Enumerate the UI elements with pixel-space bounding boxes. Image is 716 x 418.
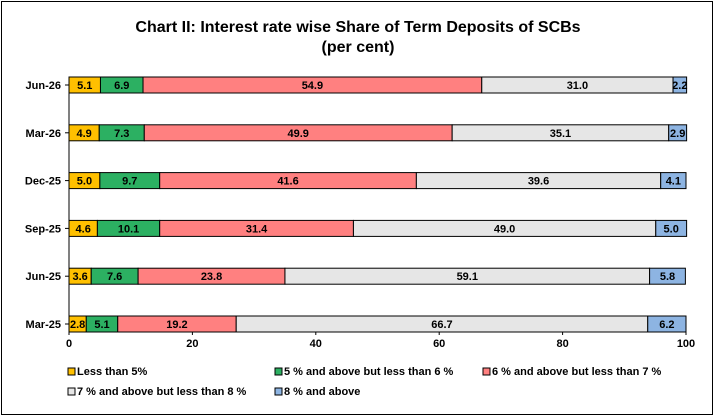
bar-segment: [668, 124, 688, 142]
x-tick-label: 20: [186, 338, 198, 350]
legend-label: Less than 5%: [77, 366, 148, 378]
data-label: 2.8: [70, 319, 85, 331]
data-label: 49.9: [288, 128, 309, 140]
data-label: 59.1: [457, 271, 478, 283]
data-label: 41.6: [277, 176, 298, 188]
data-label: 19.2: [166, 319, 187, 331]
legend-label: 8 % and above: [284, 386, 360, 398]
legend-swatch: [482, 367, 491, 376]
data-label: 5.0: [664, 223, 679, 235]
data-label: 2.2: [672, 80, 687, 92]
x-tick-label: 80: [556, 338, 568, 350]
y-category-label: Mar-26: [26, 128, 61, 140]
x-tick-label: 0: [66, 338, 72, 350]
chart-title-text: Chart II: Interest rate wise Share of Te…: [135, 19, 581, 36]
bar-segment: [647, 315, 687, 333]
data-label: 2.9: [670, 128, 685, 140]
x-tick-label: 100: [677, 338, 695, 350]
data-label: 4.1: [666, 176, 681, 188]
y-category-label: Sep-25: [25, 223, 61, 235]
legend-swatch: [67, 387, 76, 396]
legend-swatch: [274, 367, 283, 376]
bar-segment: [672, 76, 688, 94]
data-label: 31.0: [567, 80, 588, 92]
data-label: 6.2: [659, 319, 674, 331]
data-label: 4.6: [76, 223, 91, 235]
data-label: 39.6: [528, 176, 549, 188]
data-label: 49.0: [494, 223, 515, 235]
x-tick-label: 40: [310, 338, 322, 350]
data-label: 7.3: [114, 128, 129, 140]
y-category-label: Jun-25: [26, 271, 61, 283]
data-label: 5.1: [77, 80, 92, 92]
data-label: 9.7: [122, 176, 137, 188]
legend-label: 5 % and above but less than 6 %: [284, 366, 454, 378]
data-label: 54.9: [302, 80, 323, 92]
bar-segment: [655, 219, 688, 237]
data-label: 6.9: [114, 80, 129, 92]
x-tick-label: 60: [433, 338, 445, 350]
chart-title: Chart II: Interest rate wise Share of Te…: [2, 18, 714, 58]
data-label: 5.1: [94, 319, 109, 331]
data-label: 66.7: [431, 319, 452, 331]
data-label: 4.9: [76, 128, 91, 140]
data-label: 31.4: [246, 223, 268, 235]
data-label: 35.1: [550, 128, 571, 140]
legend-swatch: [67, 367, 76, 376]
data-label: 5.8: [660, 271, 675, 283]
data-label: 7.6: [107, 271, 122, 283]
data-label: 3.6: [72, 271, 87, 283]
data-label: 5.0: [77, 176, 92, 188]
y-category-label: Mar-25: [26, 319, 61, 331]
y-category-label: Jun-26: [26, 80, 61, 92]
legend-label: 7 % and above but less than 8 %: [77, 386, 247, 398]
y-category-label: Dec-25: [25, 176, 61, 188]
data-label: 10.1: [118, 223, 139, 235]
bar-segment: [660, 172, 687, 190]
legend-swatch: [274, 387, 283, 396]
data-label: 23.8: [201, 271, 222, 283]
bar-segment: [649, 267, 686, 285]
chart-subtitle-text: (per cent): [321, 39, 395, 56]
legend-label: 6 % and above but less than 7 %: [492, 366, 662, 378]
